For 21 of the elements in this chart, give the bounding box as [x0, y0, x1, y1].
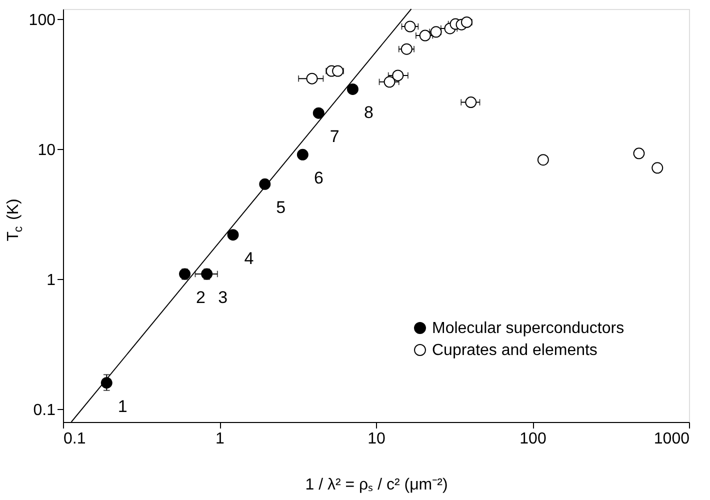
annotation: 5 [276, 198, 286, 218]
x-axis-title: 1 / λ² = ρₛ / c² (μm⁻²) [305, 476, 448, 494]
x-tick-label: 1000 [654, 430, 690, 448]
annotation: 4 [244, 248, 254, 268]
y-tick-label: 0.1 [33, 402, 56, 419]
y-axis-title: Tc (K) [5, 198, 25, 242]
annotation: 1 [118, 396, 128, 416]
legend-label: Molecular superconductors [432, 320, 624, 337]
y-tick-label: 100 [28, 12, 56, 29]
x-tick-label: 1 [216, 430, 225, 448]
annotation: 3 [218, 288, 228, 307]
y-tick-label: 1 [46, 272, 56, 289]
legend-label: Cuprates and elements [432, 342, 598, 359]
y-tick-label: 10 [38, 142, 56, 159]
annotation: 6 [314, 168, 324, 188]
annotation: 7 [330, 127, 340, 146]
x-tick-label: 100 [520, 430, 546, 448]
annotation: 8 [364, 103, 374, 122]
annotation: 2 [196, 288, 206, 307]
x-tick-label: 0.1 [64, 430, 86, 448]
x-tick-label: 10 [368, 430, 386, 448]
